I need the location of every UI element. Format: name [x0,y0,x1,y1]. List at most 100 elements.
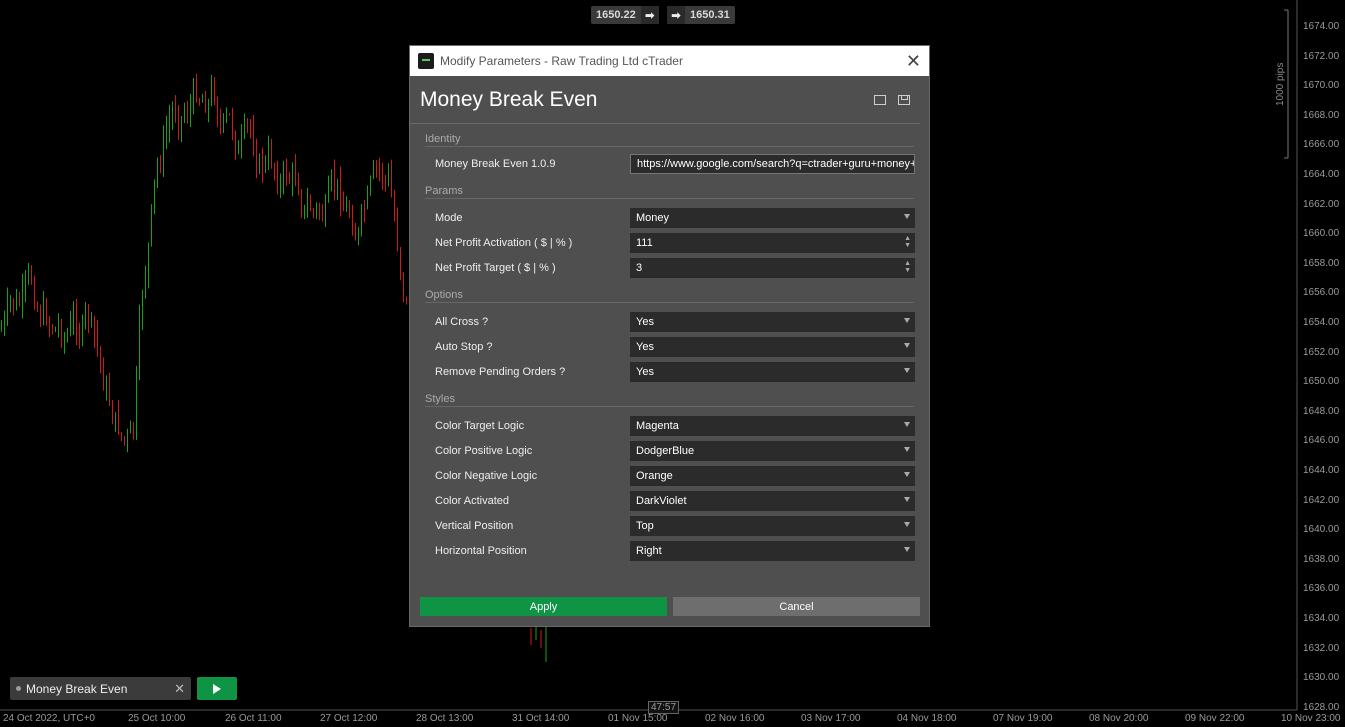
chevron-down-icon [904,317,910,323]
price-tick-label: 1628.00 [1303,701,1340,713]
play-icon [213,683,221,694]
bid-price-chip[interactable]: 1650.22 ➡ [591,6,659,24]
price-tick-label: 1668.00 [1303,109,1340,121]
chevron-down-icon [904,521,910,527]
param-label: All Cross ? [435,315,489,328]
price-tick-label: 1662.00 [1303,198,1340,210]
dropdown-select[interactable]: DodgerBlue [630,440,915,461]
close-icon[interactable]: ✕ [905,51,921,71]
time-tick-label: 04 Nov 18:00 [897,713,957,724]
bot-instance-chip[interactable]: Money Break Even ✕ [10,677,191,700]
close-icon[interactable]: ✕ [174,680,185,696]
param-label: Color Negative Logic [435,469,538,482]
time-tick-label: 27 Oct 12:00 [320,713,378,724]
field-value: DodgerBlue [636,444,695,457]
chevron-down-icon [904,546,910,552]
modify-parameters-dialog: Modify Parameters - Raw Trading Ltd cTra… [409,45,930,627]
section-params: Params [425,176,914,199]
time-tick-label: 01 Nov 15:00 [608,713,668,724]
time-tick-label: 26 Oct 11:00 [225,713,282,724]
status-dot [16,686,21,691]
price-tick-label: 1654.00 [1303,317,1340,328]
window-title: Modify Parameters - Raw Trading Ltd cTra… [440,54,683,68]
dropdown-select[interactable]: Top [630,515,915,536]
price-tick-label: 1638.00 [1303,553,1340,565]
dropdown-select[interactable]: Magenta [630,415,915,436]
dropdown-select[interactable]: DarkViolet [630,490,915,511]
chevron-down-icon [904,421,910,427]
param-row: Color Positive Logic DodgerBlue [410,438,929,463]
field-value: Orange [636,469,673,482]
chevron-down-icon [904,471,910,477]
price-tick-label: 1630.00 [1303,672,1340,684]
price-tick-label: 1636.00 [1303,583,1340,595]
field-value: Yes [636,340,654,353]
dropdown-select[interactable]: Right [630,540,915,561]
param-row: Remove Pending Orders ? Yes [410,359,929,384]
price-tick-label: 1634.00 [1303,613,1340,624]
price-tick-label: 1642.00 [1303,494,1340,506]
param-label: Auto Stop ? [435,340,493,353]
section-options: Options [425,280,914,303]
time-tick-label: 28 Oct 13:00 [416,713,474,724]
section-styles: Styles [425,384,914,407]
dialog-titlebar[interactable]: Modify Parameters - Raw Trading Ltd cTra… [410,46,929,76]
field-value: Right [636,544,662,557]
price-tick-label: 1666.00 [1303,139,1340,151]
time-tick-label: 03 Nov 17:00 [801,713,861,724]
save-icon[interactable] [898,94,910,105]
spinner-icon[interactable]: ▲ ▼ [904,259,911,274]
ctrader-logo-icon [418,53,434,69]
price-tick-label: 1652.00 [1303,346,1340,358]
dropdown-select[interactable]: Orange [630,465,915,486]
arrow-right-icon: ➡ [640,6,659,24]
price-tick-label: 1664.00 [1303,169,1340,180]
time-tick-label: 25 Oct 10:00 [128,713,186,724]
param-row: Net Profit Activation ( $ | % ) 111 ▲ ▼ [410,230,929,255]
time-tick-label: 10 Nov 23:00 [1281,713,1341,724]
section-identity: Identity [425,124,914,147]
identity-url-field[interactable]: https://www.google.com/search?q=ctrader+… [630,153,915,174]
param-row: Mode Money [410,205,929,230]
param-row: Color Activated DarkViolet [410,488,929,513]
arrow-right-icon: ➡ [667,6,685,24]
price-tick-label: 1658.00 [1303,257,1340,269]
chevron-down-icon [904,342,910,348]
dropdown-select[interactable]: Yes [630,361,915,382]
dropdown-select[interactable]: Yes [630,336,915,357]
dropdown-select[interactable]: Money [630,207,915,228]
price-tick-label: 1656.00 [1303,287,1340,299]
field-value: Top [636,519,654,532]
price-tick-label: 1672.00 [1303,50,1340,62]
price-tick-label: 1632.00 [1303,642,1340,654]
number-input[interactable]: 3 ▲ ▼ [630,257,915,278]
bot-name: Money Break Even [26,681,128,696]
play-button[interactable] [197,677,237,700]
param-row: Color Target Logic Magenta [410,413,929,438]
param-row: Auto Stop ? Yes [410,334,929,359]
folder-open-icon[interactable] [874,94,886,105]
param-row: Color Negative Logic Orange [410,463,929,488]
ask-price-chip[interactable]: ➡ 1650.31 [667,6,735,24]
time-tick-label: 07 Nov 19:00 [993,713,1053,724]
pips-ruler-label: 1000 pips [1275,62,1286,106]
param-label: Mode [435,211,463,224]
param-label: Net Profit Activation ( $ | % ) [435,236,573,249]
number-input[interactable]: 111 ▲ ▼ [630,232,915,253]
param-label: Color Positive Logic [435,444,533,457]
apply-button[interactable]: Apply [420,597,667,616]
price-tick-label: 1644.00 [1303,465,1340,476]
param-label: Money Break Even 1.0.9 [435,157,556,170]
param-label: Vertical Position [435,519,514,532]
time-tick-label: 31 Oct 14:00 [512,713,570,724]
field-value: Magenta [636,419,679,432]
dialog-header: Money Break Even [410,76,920,124]
param-label: Remove Pending Orders ? [435,365,566,378]
dropdown-select[interactable]: Yes [630,311,915,332]
cancel-button[interactable]: Cancel [673,597,920,616]
spinner-icon[interactable]: ▲ ▼ [904,234,911,249]
price-tick-label: 1674.00 [1303,21,1340,32]
price-tick-label: 1670.00 [1303,80,1340,92]
param-label: Net Profit Target ( $ | % ) [435,261,556,274]
